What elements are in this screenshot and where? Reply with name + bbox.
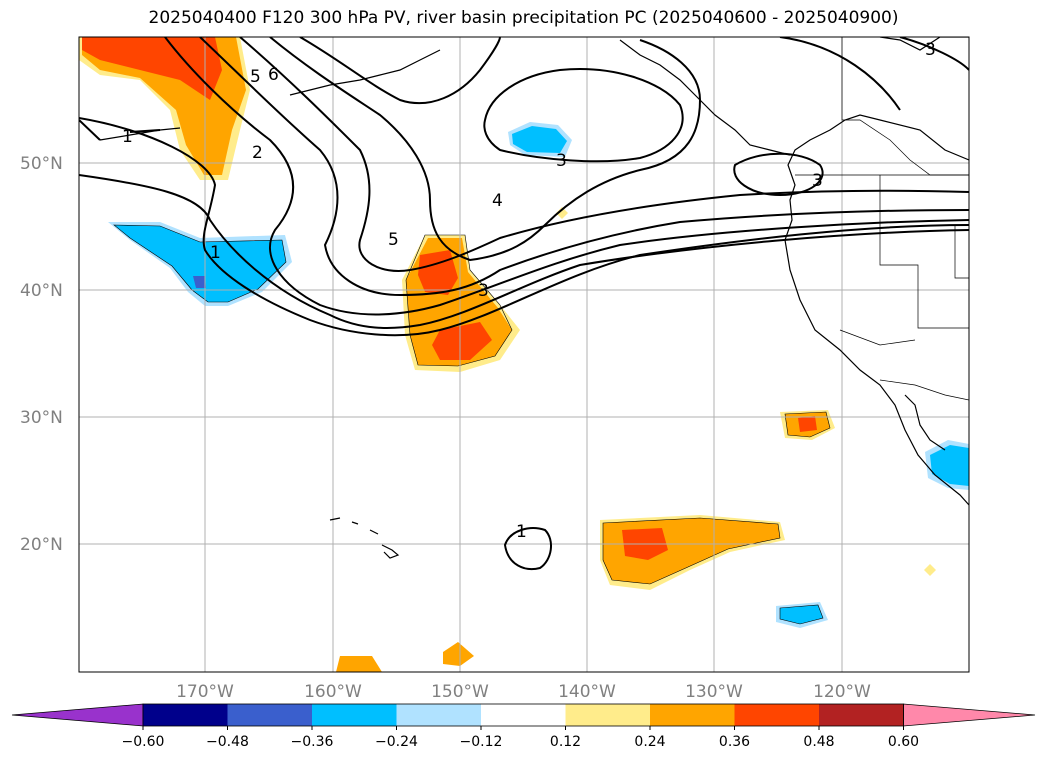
lat-label: 50°N <box>20 154 63 174</box>
lon-label: 160°W <box>304 682 362 702</box>
colorbar-extend-max <box>903 703 1036 727</box>
colorbar-ticks: −0.60 −0.48 −0.36 −0.24 −0.12 0.12 0.24 0.36 0.4… <box>122 726 919 750</box>
map-frame <box>78 36 970 673</box>
contour-labels: 1 2 5 6 1 5 4 3 3 1 3 3 <box>122 40 936 542</box>
figure-title: 2025040400 F120 300 hPa PV, river basin … <box>148 8 899 28</box>
contour-label: 3 <box>812 171 823 191</box>
lon-label: 120°W <box>813 682 871 702</box>
gridlines <box>79 37 969 672</box>
lon-label: 130°W <box>685 682 743 702</box>
lon-label: 170°W <box>176 682 234 702</box>
colorbar <box>11 703 1036 727</box>
colorbar-segment <box>481 704 566 726</box>
colorbar-tick-label: −0.60 <box>122 734 165 750</box>
colorbar-segment <box>819 704 904 726</box>
colorbar-tick-label: −0.24 <box>375 734 418 750</box>
colorbar-segment <box>734 704 820 726</box>
contour-label: 1 <box>122 127 133 147</box>
colorbar-tick-label: 0.12 <box>550 734 581 750</box>
latitude-labels: 50°N 40°N 30°N 20°N <box>20 154 63 555</box>
colorbar-segment <box>143 704 228 726</box>
contour-label: 5 <box>250 67 261 87</box>
colorbar-tick-label: 0.24 <box>634 734 665 750</box>
colorbar-segment <box>396 704 482 726</box>
colorbar-tick-label: 0.60 <box>888 734 919 750</box>
colorbar-segment <box>650 704 735 726</box>
lon-label: 150°W <box>431 682 489 702</box>
colorbar-segment <box>312 704 397 726</box>
coastlines <box>99 37 969 559</box>
shading-outlines <box>113 224 831 625</box>
contour-label: 6 <box>268 65 279 85</box>
lat-label: 30°N <box>20 408 63 428</box>
contour-label: 3 <box>925 40 936 60</box>
colorbar-segment <box>227 704 313 726</box>
contour-label: 2 <box>252 143 263 163</box>
colorbar-tick-label: −0.36 <box>291 734 334 750</box>
pv-contours <box>79 37 969 570</box>
negative-shading <box>108 122 969 628</box>
colorbar-tick-label: −0.48 <box>206 734 249 750</box>
colorbar-tick-label: 0.48 <box>803 734 834 750</box>
lon-label: 140°W <box>558 682 616 702</box>
longitude-labels: 170°W 160°W 150°W 140°W 130°W 120°W <box>176 682 871 702</box>
borders <box>795 37 969 401</box>
contour-label: 1 <box>210 243 221 263</box>
contour-label: 3 <box>478 281 489 301</box>
colorbar-extend-min <box>11 703 144 727</box>
colorbar-tick-label: 0.36 <box>719 734 750 750</box>
colorbar-segment <box>565 704 651 726</box>
colorbar-tick-label: −0.12 <box>460 734 503 750</box>
contour-label: 1 <box>516 522 527 542</box>
lat-label: 40°N <box>20 281 63 301</box>
contour-label: 4 <box>492 191 503 211</box>
contour-label: 3 <box>556 151 567 171</box>
lat-label: 20°N <box>20 535 63 555</box>
colorbar-outline <box>142 703 904 727</box>
contour-label: 5 <box>388 230 399 250</box>
